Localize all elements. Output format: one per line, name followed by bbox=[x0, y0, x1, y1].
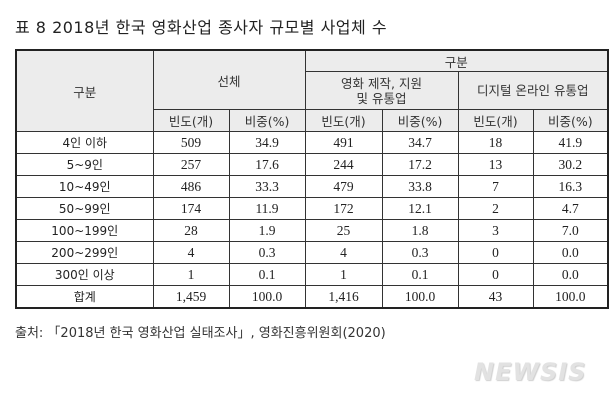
sub-header: 비중(%) bbox=[532, 109, 609, 132]
row-label: 10~49인 bbox=[15, 175, 154, 198]
table-row: 합계 1,459 100.0 1,416 100.0 43 100.0 bbox=[15, 285, 609, 309]
header-film-line1: 영화 제작, 지원 bbox=[341, 75, 422, 91]
sub-header: 비중(%) bbox=[228, 109, 306, 132]
table-cell: 4 bbox=[304, 241, 383, 264]
table-cell: 34.7 bbox=[381, 131, 459, 154]
row-label: 100~199인 bbox=[15, 219, 154, 242]
table-cell: 479 bbox=[304, 175, 383, 198]
sub-header: 빈도(개) bbox=[152, 109, 230, 132]
table-cell: 486 bbox=[152, 175, 230, 198]
table-cell: 41.9 bbox=[532, 131, 609, 154]
table-row: 10~49인 486 33.3 479 33.8 7 16.3 bbox=[15, 175, 609, 198]
source-note: 출처: 「2018년 한국 영화산업 실태조사」, 영화진흥위원회(2020) bbox=[15, 326, 386, 341]
newsis-watermark-logo: NEWSIS bbox=[474, 358, 587, 386]
row-label: 300인 이상 bbox=[15, 263, 154, 286]
table-cell: 4.7 bbox=[532, 197, 609, 220]
table-cell: 0.0 bbox=[532, 263, 609, 286]
sub-header: 빈도(개) bbox=[457, 109, 534, 132]
table-cell: 491 bbox=[304, 131, 383, 154]
table-row: 4인 이하 509 34.9 491 34.7 18 41.9 bbox=[15, 131, 609, 154]
table-cell: 1 bbox=[152, 263, 230, 286]
table-row: 200~299인 4 0.3 4 0.3 0 0.0 bbox=[15, 241, 609, 264]
table-cell: 25 bbox=[304, 219, 383, 242]
table-cell: 13 bbox=[457, 153, 534, 176]
table-cell: 4 bbox=[152, 241, 230, 264]
table-cell: 3 bbox=[457, 219, 534, 242]
table-cell: 172 bbox=[304, 197, 383, 220]
table-cell: 1.9 bbox=[228, 219, 306, 242]
table-cell: 1 bbox=[304, 263, 383, 286]
table-cell: 100.0 bbox=[532, 285, 609, 309]
table-row: 50~99인 174 11.9 172 12.1 2 4.7 bbox=[15, 197, 609, 220]
table-cell: 7 bbox=[457, 175, 534, 198]
table-row: 100~199인 28 1.9 25 1.8 3 7.0 bbox=[15, 219, 609, 242]
table-cell: 16.3 bbox=[532, 175, 609, 198]
header-total: 선체 bbox=[152, 49, 306, 110]
table-cell: 17.2 bbox=[381, 153, 459, 176]
table-cell: 0 bbox=[457, 241, 534, 264]
table-cell: 18 bbox=[457, 131, 534, 154]
table-cell: 1.8 bbox=[381, 219, 459, 242]
header-film: 영화 제작, 지원 및 유통업 bbox=[304, 71, 459, 110]
table-title: 표 8 2018년 한국 영화산업 종사자 규모별 사업체 수 bbox=[15, 18, 388, 37]
table-cell: 11.9 bbox=[228, 197, 306, 220]
table-cell: 100.0 bbox=[228, 285, 306, 309]
table-cell: 30.2 bbox=[532, 153, 609, 176]
table-cell: 0.3 bbox=[228, 241, 306, 264]
table-cell: 2 bbox=[457, 197, 534, 220]
row-label: 200~299인 bbox=[15, 241, 154, 264]
table-cell: 1,459 bbox=[152, 285, 230, 309]
table-cell: 12.1 bbox=[381, 197, 459, 220]
table-row: 5~9인 257 17.6 244 17.2 13 30.2 bbox=[15, 153, 609, 176]
table-cell: 33.3 bbox=[228, 175, 306, 198]
row-label: 50~99인 bbox=[15, 197, 154, 220]
row-label: 합계 bbox=[15, 285, 154, 309]
header-film-line2: 및 유통업 bbox=[356, 90, 407, 106]
table-cell: 1,416 bbox=[304, 285, 383, 309]
table-cell: 509 bbox=[152, 131, 230, 154]
row-label: 5~9인 bbox=[15, 153, 154, 176]
table-cell: 244 bbox=[304, 153, 383, 176]
table-cell: 17.6 bbox=[228, 153, 306, 176]
table-cell: 0.1 bbox=[228, 263, 306, 286]
table-cell: 43 bbox=[457, 285, 534, 309]
table-cell: 7.0 bbox=[532, 219, 609, 242]
sub-header: 빈도(개) bbox=[304, 109, 383, 132]
table-cell: 100.0 bbox=[381, 285, 459, 309]
table-cell: 28 bbox=[152, 219, 230, 242]
table-cell: 0 bbox=[457, 263, 534, 286]
data-table: 구분 선체 구분 영화 제작, 지원 및 유통업 디지털 온라인 유통업 빈도(개… bbox=[15, 49, 610, 309]
row-label: 4인 이하 bbox=[15, 131, 154, 154]
table-row: 300인 이상 1 0.1 1 0.1 0 0.0 bbox=[15, 263, 609, 286]
table-cell: 0.1 bbox=[381, 263, 459, 286]
header-group: 구분 bbox=[304, 49, 609, 72]
table-cell: 257 bbox=[152, 153, 230, 176]
header-digital: 디지털 온라인 유통업 bbox=[457, 71, 609, 110]
table-cell: 33.8 bbox=[381, 175, 459, 198]
table-cell: 174 bbox=[152, 197, 230, 220]
table-cell: 0.3 bbox=[381, 241, 459, 264]
sub-header: 비중(%) bbox=[381, 109, 459, 132]
table-cell: 0.0 bbox=[532, 241, 609, 264]
header-category: 구분 bbox=[15, 49, 154, 132]
table-cell: 34.9 bbox=[228, 131, 306, 154]
